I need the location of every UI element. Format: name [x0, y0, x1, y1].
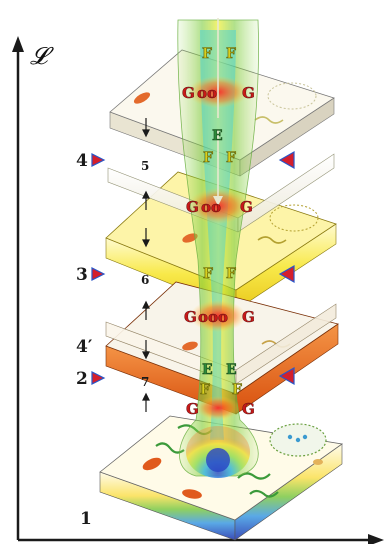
marker-right-4	[278, 150, 295, 170]
arrow-6-down-head	[142, 239, 150, 248]
x-axis-arrowhead	[368, 534, 384, 544]
letter-f-base-left: F	[200, 382, 210, 398]
side-label-1: 1	[80, 509, 92, 529]
arrow-7-up-head	[142, 392, 150, 401]
axis-symbol: 𝓛	[30, 42, 54, 70]
base-nucleolus-3	[302, 434, 308, 440]
central-channel	[177, 18, 259, 478]
right-markers	[278, 150, 295, 386]
inner-label-6: 6	[141, 273, 149, 287]
marker-left-3	[91, 267, 106, 281]
letter-e-low-left: E	[202, 362, 213, 378]
left-labels: 4 3 4′ 2	[76, 151, 106, 389]
inner-label-5: 5	[141, 159, 149, 173]
base-mitochondrion-1	[142, 457, 162, 471]
base-mitochondrion-2	[182, 489, 202, 499]
letter-g-base-right: G	[242, 400, 255, 418]
letter-f-mid-right: F	[226, 150, 236, 166]
letter-g-base-left: G	[186, 400, 199, 418]
letter-oo-mid: oo	[201, 198, 221, 216]
axes: 𝓛	[12, 36, 384, 544]
compression-arrows	[142, 118, 150, 412]
side-label-3: 3	[76, 265, 88, 285]
cone-core	[206, 448, 230, 472]
top-nucleus	[267, 82, 317, 110]
base-vesicle	[313, 459, 323, 465]
channel-outer	[177, 19, 259, 477]
letter-g-top-right: G	[242, 84, 255, 102]
thin-layer-side-right	[235, 303, 337, 385]
hot-zone-base	[196, 396, 240, 420]
hot-zone-low	[190, 300, 246, 332]
base-nucleolus-1	[287, 434, 293, 440]
letter-e-top: E	[212, 128, 223, 144]
arrow-6-up-head	[142, 300, 150, 309]
base-er-4	[249, 489, 279, 498]
side-label-4prime: 4′	[76, 337, 93, 357]
side-label-2: 2	[76, 369, 88, 389]
base-nucleolus-2	[295, 437, 301, 443]
orange-mitochondrion	[182, 341, 198, 351]
yellow-nucleus	[269, 204, 319, 232]
letter-f-low-right: F	[226, 266, 236, 282]
letter-f-base-right: F	[232, 382, 242, 398]
arrow-7-down-head	[142, 351, 150, 360]
yellow-er	[257, 236, 287, 244]
arrow-5-up-head	[142, 190, 150, 199]
letter-g-top-left: G	[182, 84, 195, 102]
top-mitochondrion	[133, 92, 151, 104]
marker-right-2	[278, 366, 295, 386]
channel-inner	[200, 30, 236, 440]
flow-arrowhead-1	[213, 196, 223, 206]
side-label-4: 4	[76, 151, 88, 171]
yellow-mitochondrion	[182, 233, 198, 243]
y-axis-arrowhead	[12, 36, 24, 52]
marker-left-4	[91, 153, 106, 167]
letter-g-low-left: G	[184, 308, 197, 326]
letter-f-top-left: F	[202, 46, 212, 62]
arrow-5-down-head	[142, 129, 150, 138]
letter-oo-top: oo	[197, 84, 217, 102]
letter-f-low-left: F	[203, 266, 213, 282]
letter-g-mid-left: G	[186, 198, 199, 216]
marker-left-2	[91, 371, 106, 385]
letter-g-low-right: G	[242, 308, 255, 326]
letter-ooo-low: ooo	[198, 308, 228, 326]
letter-f-mid-left: F	[203, 150, 213, 166]
channel-letters: F F G oo G E F F G oo G F F G ooo G E E …	[182, 46, 255, 419]
top-er	[254, 116, 284, 124]
letter-g-mid-right: G	[240, 198, 253, 216]
letter-e-low-right: E	[226, 362, 237, 378]
marker-right-3	[278, 264, 295, 284]
inner-label-7: 7	[141, 375, 149, 389]
letter-f-top-right: F	[226, 46, 236, 62]
